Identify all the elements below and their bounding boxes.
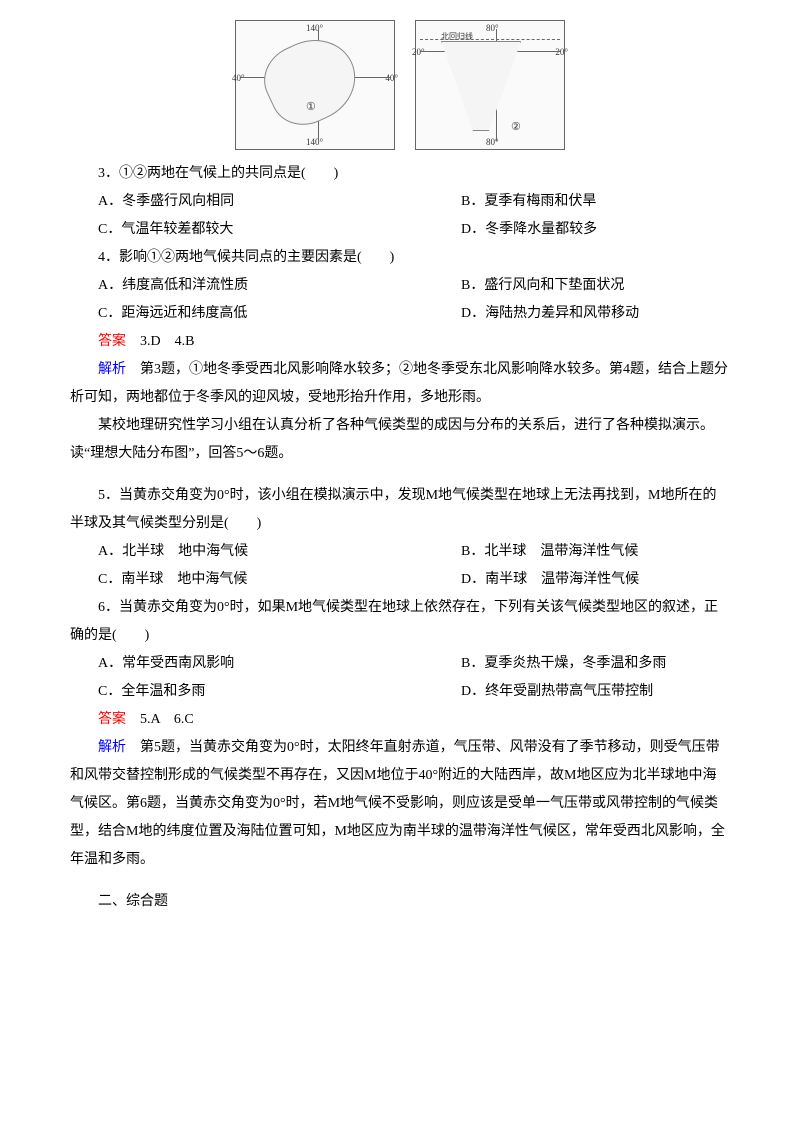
analysis-34-text: 第3题，①地冬季受西北风影响降水较多；②地冬季受东北风影响降水较多。第4题，结合… <box>70 362 728 405</box>
q3-optC: C．气温年较差都较大 <box>70 216 433 244</box>
fig2-left-label: 20° <box>412 43 425 61</box>
q4-optD: D．海陆热力差异和风带移动 <box>433 300 730 328</box>
q5-options-row1: A．北半球 地中海气候 B．北半球 温带海洋性气候 <box>70 538 730 566</box>
spacer <box>70 468 730 482</box>
answer-56-label: 答案 <box>98 712 126 727</box>
q6-optB: B．夏季炎热干燥，冬季温和多雨 <box>433 650 730 678</box>
analysis-56: 解析 第5题，当黄赤交角变为0°时，太阳终年直射赤道，气压带、风带没有了季节移动… <box>70 734 730 874</box>
q4-options-row1: A．纬度高低和洋流性质 B．盛行风向和下垫面状况 <box>70 272 730 300</box>
fig1-landmass <box>253 26 368 137</box>
intro-56: 某校地理研究性学习小组在认真分析了各种气候类型的成因与分布的关系后，进行了各种模… <box>70 412 730 468</box>
answer-34: 答案 3.D 4.B <box>70 328 730 356</box>
answer-34-label: 答案 <box>98 334 126 349</box>
fig2-right-label: 20° <box>555 43 568 61</box>
q4-optC: C．距海远近和纬度高低 <box>70 300 433 328</box>
fig1-bottom-label: 140° <box>306 133 323 151</box>
answer-34-text: 3.D 4.B <box>126 334 194 349</box>
q4-optB: B．盛行风向和下垫面状况 <box>433 272 730 300</box>
q6-options-row2: C．全年温和多雨 D．终年受副热带高气压带控制 <box>70 678 730 706</box>
answer-56-text: 5.A 6.C <box>126 712 194 727</box>
q5-optA: A．北半球 地中海气候 <box>70 538 433 566</box>
q3-options-row1: A．冬季盛行风向相同 B．夏季有梅雨和伏旱 <box>70 188 730 216</box>
answer-56: 答案 5.A 6.C <box>70 706 730 734</box>
q4-stem: 4．影响①②两地气候共同点的主要因素是( ) <box>70 244 730 272</box>
analysis-56-text: 第5题，当黄赤交角变为0°时，太阳终年直射赤道，气压带、风带没有了季节移动，则受… <box>70 740 725 867</box>
q6-options-row1: A．常年受西南风影响 B．夏季炎热干燥，冬季温和多雨 <box>70 650 730 678</box>
q3-optA: A．冬季盛行风向相同 <box>70 188 433 216</box>
q4-optA: A．纬度高低和洋流性质 <box>70 272 433 300</box>
q3-stem: 3．①②两地在气候上的共同点是( ) <box>70 160 730 188</box>
q3-optD: D．冬季降水量都较多 <box>433 216 730 244</box>
q5-optB: B．北半球 温带海洋性气候 <box>433 538 730 566</box>
fig1-marker: ① <box>306 96 316 118</box>
q6-optA: A．常年受西南风影响 <box>70 650 433 678</box>
q5-stem: 5．当黄赤交角变为0°时，该小组在模拟演示中，发现M地气候类型在地球上无法再找到… <box>70 482 730 538</box>
fig1-left-label: 40° <box>232 69 245 87</box>
map-figures: 140° 40° 40° 140° ① 80° 北回归线 20° 20° 80°… <box>70 20 730 150</box>
figure-japan-map: 140° 40° 40° 140° ① <box>235 20 395 150</box>
analysis-34-label: 解析 <box>98 362 126 377</box>
q6-stem: 6．当黄赤交角变为0°时，如果M地气候类型在地球上依然存在，下列有关该气候类型地… <box>70 594 730 650</box>
q4-options-row2: C．距海远近和纬度高低 D．海陆热力差异和风带移动 <box>70 300 730 328</box>
section-2-heading: 二、综合题 <box>70 888 730 916</box>
fig2-tropic-line <box>420 39 560 40</box>
fig1-top-label: 140° <box>306 19 323 37</box>
figure-india-map: 80° 北回归线 20° 20° 80° ② <box>415 20 565 150</box>
q6-optD: D．终年受副热带高气压带控制 <box>433 678 730 706</box>
q5-options-row2: C．南半球 地中海气候 D．南半球 温带海洋性气候 <box>70 566 730 594</box>
q6-optC: C．全年温和多雨 <box>70 678 433 706</box>
fig1-right-label: 40° <box>385 69 398 87</box>
fig2-marker: ② <box>511 116 521 138</box>
q5-optD: D．南半球 温带海洋性气候 <box>433 566 730 594</box>
q3-options-row2: C．气温年较差都较大 D．冬季降水量都较多 <box>70 216 730 244</box>
spacer-2 <box>70 874 730 888</box>
fig2-landmass <box>441 41 521 131</box>
analysis-56-label: 解析 <box>98 740 126 755</box>
q3-optB: B．夏季有梅雨和伏旱 <box>433 188 730 216</box>
q5-optC: C．南半球 地中海气候 <box>70 566 433 594</box>
analysis-34: 解析 第3题，①地冬季受西北风影响降水较多；②地冬季受东北风影响降水较多。第4题… <box>70 356 730 412</box>
